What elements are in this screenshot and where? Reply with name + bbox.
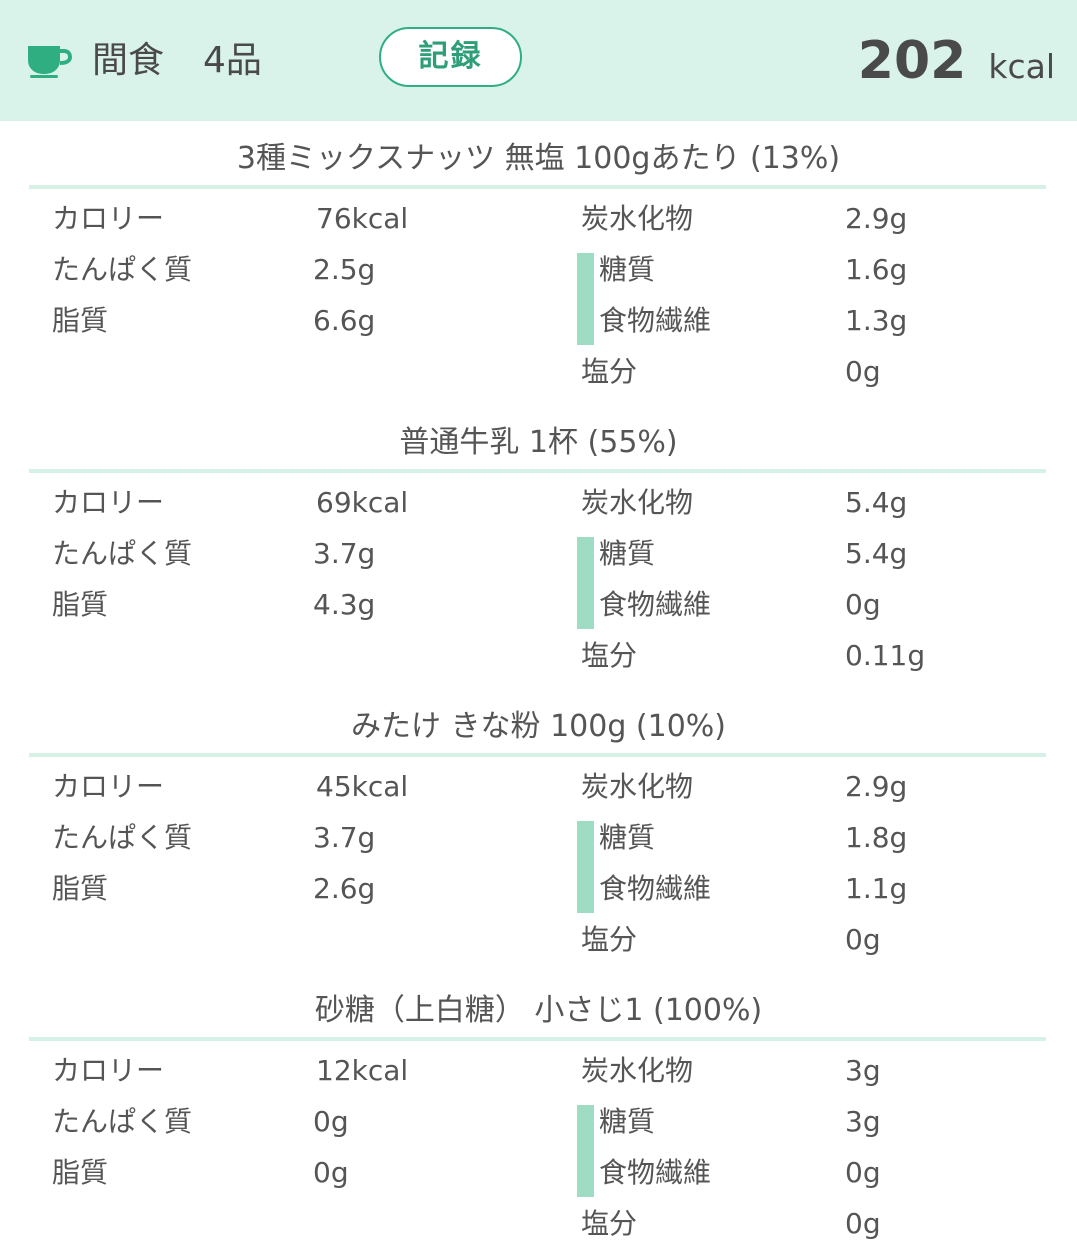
total-calories-value: 202	[857, 31, 967, 91]
fiber-label: 食物繊維	[599, 588, 712, 621]
fiber-label: 食物繊維	[599, 304, 712, 337]
fat-label: 脂質	[52, 588, 109, 621]
divider	[29, 185, 1046, 189]
carbs-label: 炭水化物	[581, 202, 694, 235]
carbs-breakdown-bar	[577, 253, 594, 345]
carbs-label: 炭水化物	[581, 486, 694, 519]
salt-value: 0.11g	[845, 639, 926, 672]
food-item[interactable]: 普通牛乳 1杯 (55%) カロリー 69kcal たんぱく質 3.7g 脂質 …	[0, 405, 1077, 689]
divider	[29, 469, 1046, 473]
calorie-value: 76kcal	[316, 202, 409, 235]
fat-label: 脂質	[52, 304, 109, 337]
carbs-label: 炭水化物	[581, 1054, 694, 1087]
food-item[interactable]: 砂糖（上白糖） 小さじ1 (100%) カロリー 12kcal たんぱく質 0g…	[0, 973, 1077, 1257]
sugar-value: 1.6g	[845, 253, 908, 286]
cup-icon	[28, 46, 72, 78]
carbs-value: 2.9g	[845, 202, 908, 235]
food-item[interactable]: みたけ きな粉 100g (10%) カロリー 45kcal たんぱく質 3.7…	[0, 689, 1077, 973]
protein-value: 3.7g	[313, 537, 376, 570]
fiber-label: 食物繊維	[599, 1156, 712, 1189]
carbs-breakdown-bar	[577, 821, 594, 913]
fat-value: 2.6g	[313, 872, 376, 905]
carbs-value: 2.9g	[845, 770, 908, 803]
item-count: 4品	[203, 40, 262, 81]
sugar-label: 糖質	[599, 253, 656, 286]
protein-label: たんぱく質	[52, 1105, 193, 1138]
fiber-value: 0g	[845, 1156, 881, 1189]
carbs-breakdown-bar	[577, 537, 594, 629]
salt-value: 0g	[845, 923, 881, 956]
protein-value: 3.7g	[313, 821, 376, 854]
sugar-value: 1.8g	[845, 821, 908, 854]
total-calories-unit: kcal	[988, 47, 1055, 86]
sugar-label: 糖質	[599, 821, 656, 854]
food-title: 砂糖（上白糖） 小さじ1 (100%)	[314, 993, 763, 1028]
carbs-value: 3g	[845, 1054, 881, 1087]
meal-header: 間食 4品 記録 202 kcal	[0, 0, 1077, 121]
salt-label: 塩分	[581, 355, 638, 388]
salt-value: 0g	[845, 355, 881, 388]
carbs-value: 5.4g	[845, 486, 908, 519]
record-button[interactable]: 記録	[379, 27, 522, 87]
fiber-value: 1.1g	[845, 872, 908, 905]
food-title: 3種ミックスナッツ 無塩 100gあたり (13%)	[236, 141, 841, 176]
calorie-value: 12kcal	[316, 1054, 409, 1087]
divider	[29, 1037, 1046, 1041]
protein-value: 0g	[313, 1105, 349, 1138]
protein-value: 2.5g	[313, 253, 376, 286]
carbs-breakdown-bar	[577, 1105, 594, 1197]
salt-label: 塩分	[581, 639, 638, 672]
sugar-label: 糖質	[599, 1105, 656, 1138]
fat-label: 脂質	[52, 872, 109, 905]
food-item[interactable]: 3種ミックスナッツ 無塩 100gあたり (13%) カロリー 76kcal た…	[0, 121, 1077, 405]
protein-label: たんぱく質	[52, 821, 193, 854]
calorie-label: カロリー	[52, 486, 165, 519]
fat-value: 4.3g	[313, 588, 376, 621]
calorie-label: カロリー	[52, 202, 165, 235]
sugar-label: 糖質	[599, 537, 656, 570]
divider	[29, 753, 1046, 757]
food-title: みたけ きな粉 100g (10%)	[351, 709, 726, 744]
total-calories: 202 kcal	[858, 26, 1055, 96]
calorie-label: カロリー	[52, 1054, 165, 1087]
fat-value: 6.6g	[313, 304, 376, 337]
calorie-value: 45kcal	[316, 770, 409, 803]
sugar-value: 5.4g	[845, 537, 908, 570]
fat-value: 0g	[313, 1156, 349, 1189]
sugar-value: 3g	[845, 1105, 881, 1138]
fiber-value: 0g	[845, 588, 881, 621]
salt-label: 塩分	[581, 923, 638, 956]
calorie-value: 69kcal	[316, 486, 409, 519]
calorie-label: カロリー	[52, 770, 165, 803]
protein-label: たんぱく質	[52, 253, 193, 286]
fiber-label: 食物繊維	[599, 872, 712, 905]
carbs-label: 炭水化物	[581, 770, 694, 803]
protein-label: たんぱく質	[52, 537, 193, 570]
fiber-value: 1.3g	[845, 304, 908, 337]
fat-label: 脂質	[52, 1156, 109, 1189]
food-title: 普通牛乳 1杯 (55%)	[399, 425, 678, 460]
salt-value: 0g	[845, 1207, 881, 1240]
salt-label: 塩分	[581, 1207, 638, 1240]
meal-name: 間食	[92, 40, 165, 81]
